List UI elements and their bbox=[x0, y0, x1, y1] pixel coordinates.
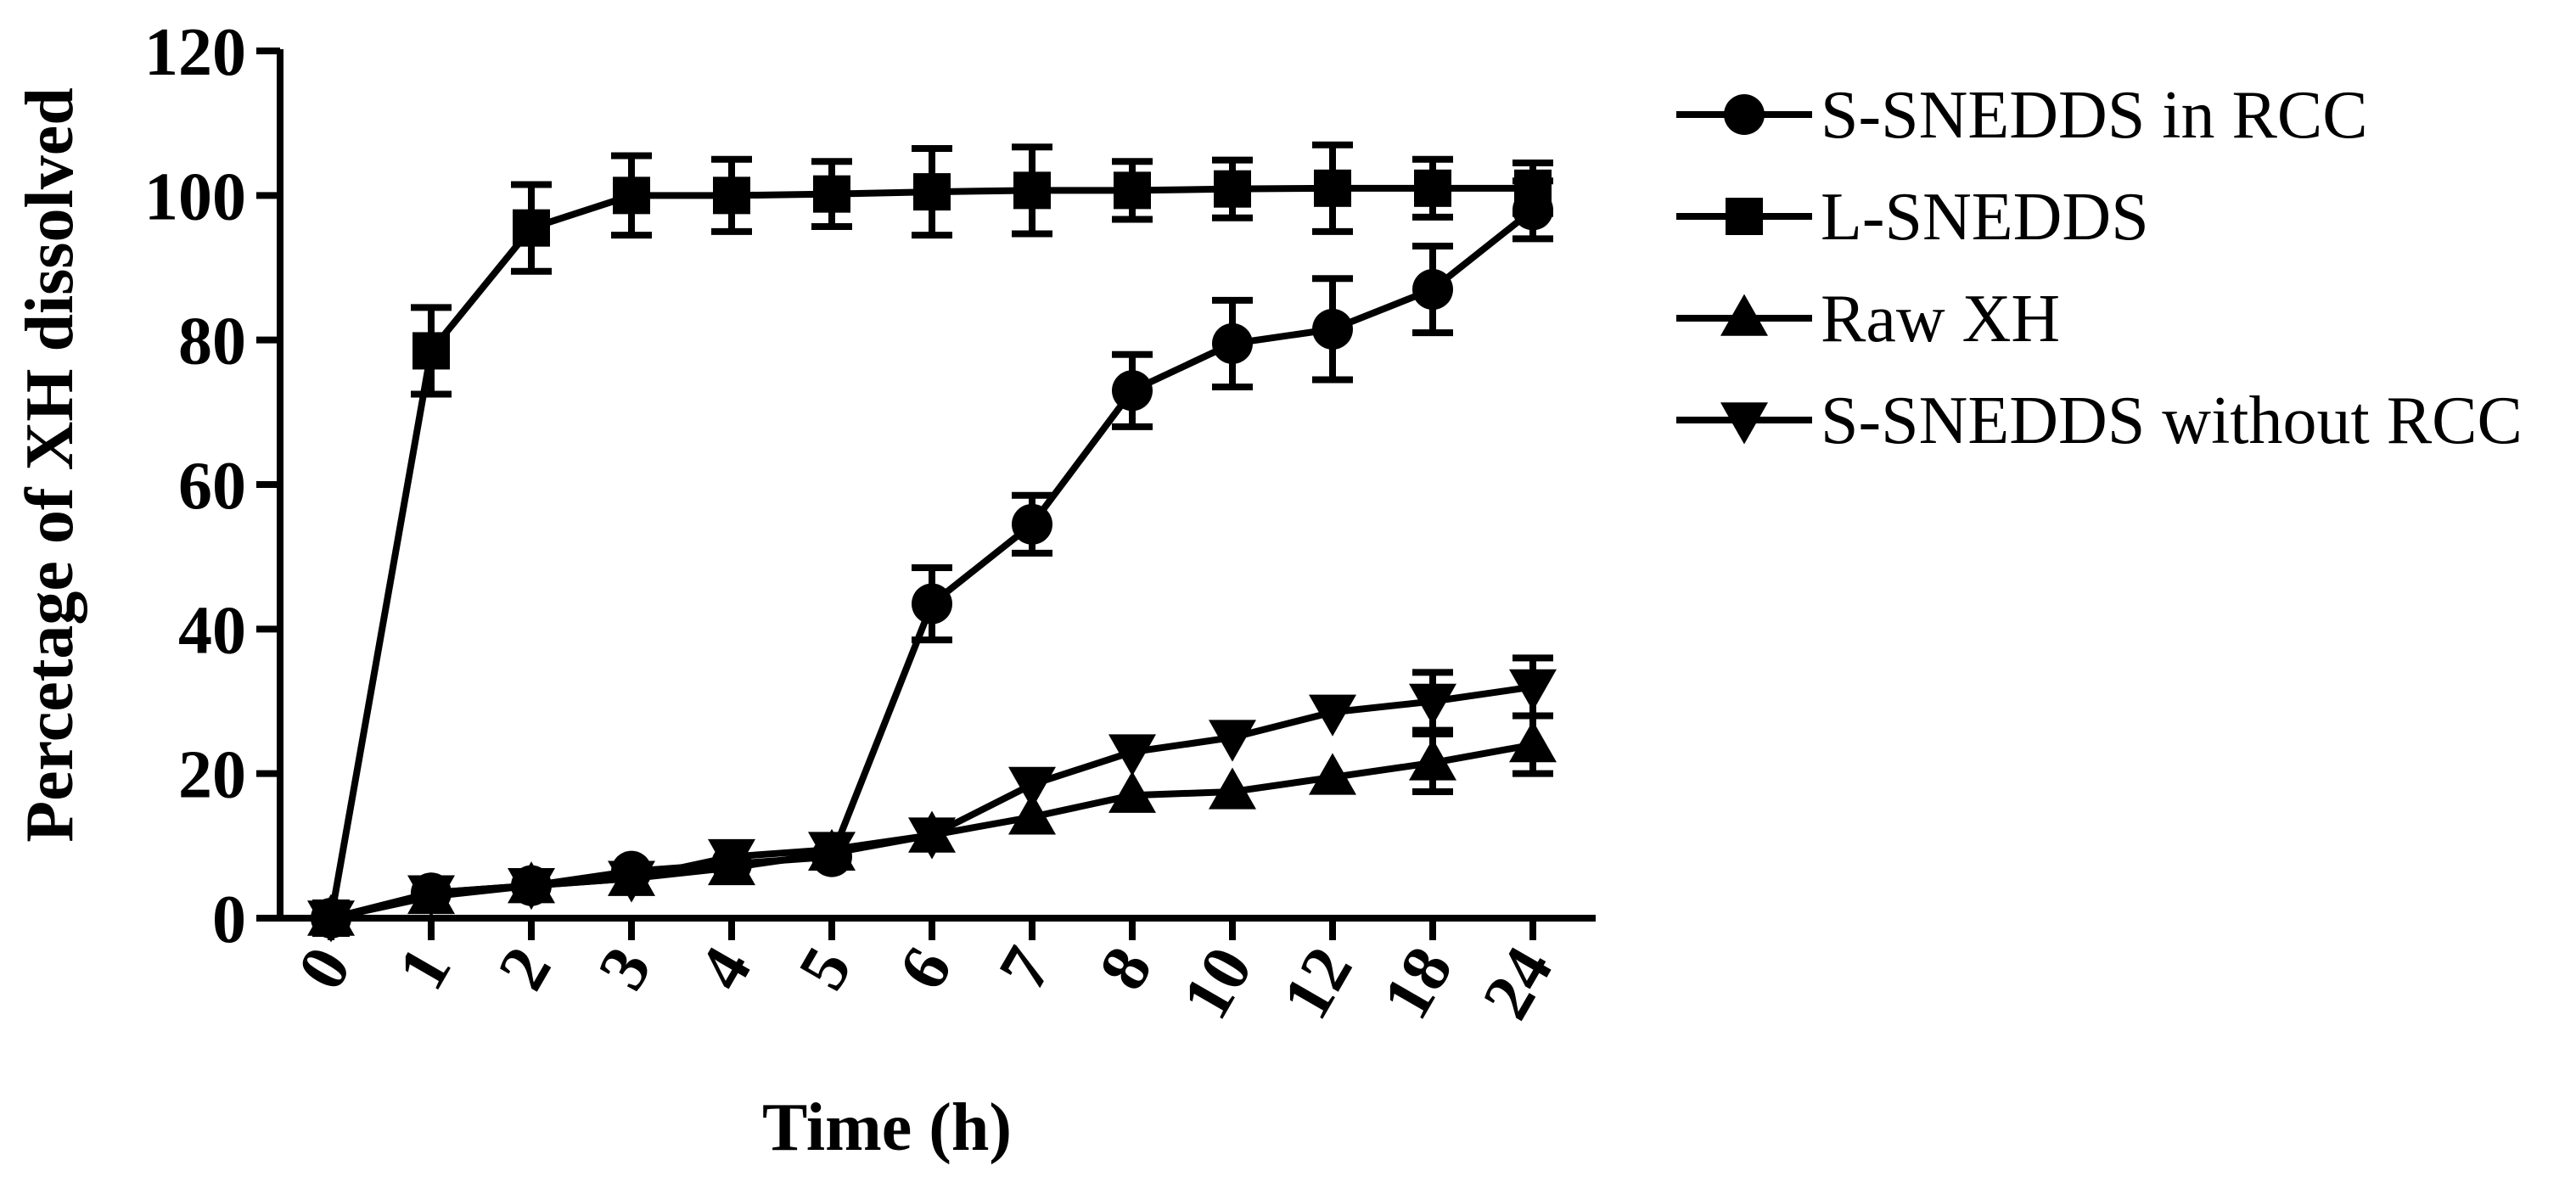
data-point-2 bbox=[713, 177, 750, 215]
data-point-4 bbox=[1409, 683, 1456, 726]
axes bbox=[256, 48, 1596, 940]
data-point-2 bbox=[1514, 169, 1552, 207]
error-bars bbox=[411, 141, 1553, 795]
y-axis-title: Percetage of XH dissolved bbox=[13, 87, 87, 842]
data-point-1 bbox=[1112, 370, 1153, 412]
data-point-3 bbox=[1409, 738, 1456, 781]
y-tick-label: 80 bbox=[178, 305, 246, 379]
data-point-4 bbox=[808, 832, 856, 874]
data-point-4 bbox=[1108, 734, 1156, 776]
data-point-2 bbox=[913, 173, 951, 211]
x-tick-label: 5 bbox=[784, 935, 866, 1002]
data-point-2 bbox=[1414, 169, 1451, 207]
legend-label: S-SNEDDS in RCC bbox=[1821, 78, 2368, 153]
y-tick-label: 40 bbox=[178, 593, 246, 668]
x-tick-label: 8 bbox=[1085, 935, 1166, 1002]
legend-entry-1: S-SNEDDS in RCC bbox=[1676, 78, 2368, 153]
data-point-4 bbox=[407, 875, 455, 917]
data-point-3 bbox=[1108, 771, 1156, 813]
data-point-4 bbox=[1209, 720, 1256, 762]
legend-entry-4: S-SNEDDS without RCC bbox=[1676, 384, 2523, 458]
series-line-2 bbox=[328, 184, 1533, 919]
data-point-2 bbox=[412, 332, 450, 370]
data-point-4 bbox=[908, 817, 956, 860]
x-axis-title: Time (h) bbox=[762, 1090, 1012, 1165]
data-point-2 bbox=[513, 209, 550, 247]
x-tick-label: 24 bbox=[1468, 935, 1567, 1031]
data-point-2 bbox=[1114, 171, 1151, 210]
legend-label: S-SNEDDS without RCC bbox=[1821, 384, 2523, 458]
x-tick-label: 4 bbox=[684, 935, 766, 1002]
data-point-2 bbox=[613, 177, 650, 215]
data-point-3 bbox=[1209, 767, 1256, 810]
data-point-4 bbox=[1509, 669, 1557, 711]
data-point-3 bbox=[1509, 720, 1557, 763]
legend-marker bbox=[1720, 402, 1768, 445]
legend-marker bbox=[1726, 198, 1763, 235]
data-point-3 bbox=[1309, 753, 1356, 795]
y-tick-label: 60 bbox=[178, 449, 246, 524]
x-tick-label: 6 bbox=[884, 935, 966, 1002]
legend-entry-3: Raw XH bbox=[1676, 282, 2060, 356]
x-tick-label: 1 bbox=[384, 935, 465, 1002]
x-tick-label: 0 bbox=[283, 935, 365, 1002]
data-point-1 bbox=[912, 583, 952, 625]
y-tick-label: 20 bbox=[178, 738, 246, 813]
x-tick-label: 2 bbox=[484, 935, 565, 1002]
legend-label: Raw XH bbox=[1821, 282, 2060, 356]
x-tick-label: 10 bbox=[1168, 935, 1266, 1031]
x-tick-label: 7 bbox=[985, 935, 1066, 1002]
data-point-4 bbox=[708, 838, 755, 882]
x-tick-label: 12 bbox=[1268, 935, 1367, 1031]
data-point-4 bbox=[508, 867, 555, 911]
legend-marker bbox=[1724, 94, 1765, 135]
data-point-1 bbox=[1312, 308, 1353, 350]
legend: S-SNEDDS in RCC L-SNEDDS Raw XH S-SNEDDS wi… bbox=[1676, 78, 2523, 458]
y-tick-label: 0 bbox=[212, 883, 246, 957]
legend-marker bbox=[1720, 294, 1768, 336]
y-tick-label: 120 bbox=[144, 15, 246, 90]
data-point-1 bbox=[1412, 269, 1453, 311]
data-point-1 bbox=[1012, 503, 1052, 545]
data-point-4 bbox=[1008, 766, 1056, 809]
y-tick-label: 100 bbox=[144, 160, 246, 234]
series-lines bbox=[328, 184, 1535, 922]
data-point-1 bbox=[1212, 322, 1253, 364]
legend-entry-2: L-SNEDDS bbox=[1676, 180, 2149, 255]
data-point-4 bbox=[608, 860, 655, 903]
data-point-2 bbox=[1314, 169, 1351, 207]
data-point-2 bbox=[813, 175, 850, 213]
x-tick-label: 3 bbox=[584, 935, 665, 1002]
data-point-2 bbox=[1214, 170, 1251, 208]
data-point-2 bbox=[1013, 171, 1051, 210]
data-point-4 bbox=[1309, 694, 1356, 737]
legend-label: L-SNEDDS bbox=[1821, 180, 2149, 255]
data-point-3 bbox=[1008, 793, 1056, 835]
series-markers bbox=[307, 169, 1557, 943]
x-tick-label: 18 bbox=[1368, 935, 1467, 1031]
